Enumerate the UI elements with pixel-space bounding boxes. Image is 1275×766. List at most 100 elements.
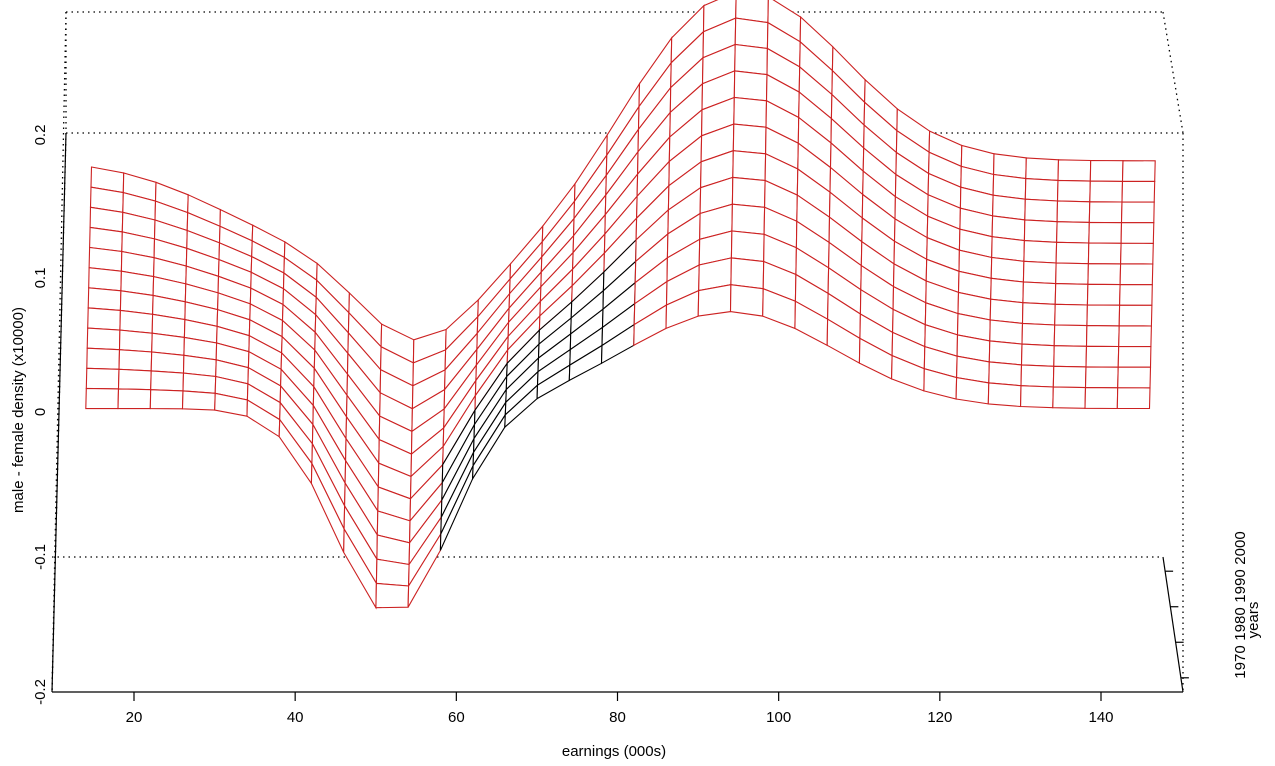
- mesh-cell-14-1973: [86, 347, 121, 370]
- mesh-cell-94-1973: [730, 230, 765, 263]
- mesh-cell-22-1967: [149, 389, 184, 410]
- mesh-cell-134-1982: [1054, 283, 1089, 306]
- x-tick-label-40: 40: [287, 709, 304, 726]
- mesh-cell-94-1988: [733, 96, 768, 128]
- mesh-cell-18-1970: [117, 368, 152, 391]
- mesh-cell-22-1970: [150, 370, 185, 392]
- mesh-cell-126-1973: [988, 340, 1023, 366]
- mesh-cell-138-1982: [1086, 283, 1121, 306]
- mesh-cell-134-2000: [1057, 159, 1092, 182]
- mesh-cell-94-1985: [732, 123, 767, 155]
- mesh-cell-90-1967: [697, 284, 732, 317]
- mesh-cell-130-1976: [1021, 322, 1056, 347]
- z-tick-label-1980: 1980: [1232, 607, 1249, 640]
- mesh-cell-134-1985: [1055, 262, 1089, 285]
- mesh-cell-130-1991: [1023, 219, 1058, 243]
- mesh-cell-14-1976: [86, 327, 121, 351]
- mesh-cell-126-1976: [989, 319, 1024, 345]
- mesh-cell-18-1979: [119, 309, 154, 334]
- mesh-cell-14-1970: [85, 367, 120, 390]
- mesh-cell-134-1970: [1052, 365, 1087, 389]
- mesh-cell-130-2000: [1025, 157, 1060, 181]
- x-axis-title: earnings (000s): [562, 743, 666, 760]
- mesh-cell-134-1967: [1052, 386, 1087, 409]
- mesh-cell-142-1970: [1117, 366, 1152, 389]
- mesh-cell-22-1973: [150, 351, 185, 374]
- mesh-cell-138-1979: [1086, 304, 1121, 327]
- mesh-cell-50-1967: [375, 582, 410, 609]
- x-tick-label-80: 80: [609, 709, 626, 726]
- x-tick-label-120: 120: [927, 709, 952, 726]
- y-tick-label-0: 0: [32, 408, 49, 416]
- mesh-cell-142-1991: [1120, 222, 1155, 244]
- mesh-cell-138-1997: [1089, 180, 1124, 203]
- mesh-cell-134-1991: [1056, 221, 1090, 244]
- mesh-cell-138-1976: [1085, 325, 1120, 348]
- mesh-cell-138-2000: [1089, 159, 1124, 182]
- mesh-cell-122-1967: [955, 376, 990, 405]
- mesh-cell-142-1994: [1120, 201, 1155, 224]
- mesh-cell-134-1988: [1055, 241, 1090, 265]
- axes: 20 40 60 80 100 120 140 -0.2 -0.1 0 0.1 0.2 1970 1980…: [32, 125, 1249, 726]
- mesh-cell-26-1967: [181, 390, 216, 411]
- mesh-cell-50-1970: [375, 558, 410, 587]
- mesh-cell-130-1997: [1024, 178, 1059, 202]
- frame-right-depth: [1162, 11, 1184, 134]
- mesh-cell-130-1985: [1022, 260, 1057, 285]
- mesh-cell-94-1991: [733, 70, 768, 102]
- mesh-cell-130-1970: [1020, 364, 1055, 388]
- y-axis-title: male - female density (x10000): [10, 307, 27, 513]
- mesh-cell-14-1979: [87, 307, 121, 331]
- mesh-cell-138-1985: [1087, 263, 1122, 286]
- mesh-cell-138-1973: [1085, 345, 1120, 368]
- mesh-cell-138-1967: [1084, 387, 1119, 410]
- mesh-cell-130-1994: [1024, 198, 1059, 223]
- mesh-cell-142-1985: [1119, 263, 1154, 286]
- mesh-cell-126-1979: [989, 298, 1024, 325]
- mesh-cell-126-1982: [990, 277, 1024, 304]
- z-axis-line: [1162, 556, 1184, 693]
- mesh-cell-94-1967: [729, 284, 764, 317]
- mesh-cell-138-1991: [1088, 221, 1123, 244]
- mesh-cell-94-1994: [734, 43, 768, 76]
- mesh-cell-142-1967: [1116, 387, 1151, 410]
- mesh-cell-142-2000: [1121, 160, 1156, 182]
- surface-mesh: [85, 0, 1156, 610]
- mesh-cell-14-1988: [88, 246, 123, 272]
- x-tick-label-20: 20: [126, 709, 143, 726]
- mesh-cell-138-1988: [1087, 242, 1122, 265]
- mesh-cell-94-1979: [731, 176, 766, 208]
- mesh-cell-142-1976: [1118, 325, 1152, 348]
- mesh-cell-134-1976: [1053, 324, 1088, 347]
- mesh-cell-130-1988: [1023, 240, 1058, 264]
- mesh-cell-134-1973: [1053, 345, 1088, 368]
- mesh-cell-142-1979: [1118, 304, 1153, 327]
- mesh-cell-126-1967: [987, 382, 1022, 408]
- mesh-cell-94-1970: [730, 257, 765, 290]
- mesh-cell-130-1979: [1021, 302, 1056, 326]
- mesh-cell-138-1994: [1088, 201, 1123, 224]
- mesh-cell-18-1967: [117, 388, 152, 410]
- mesh-cell-94-1997: [734, 17, 769, 50]
- y-tick-label-0-1: 0.1: [32, 268, 49, 289]
- z-axis-title: years: [1245, 602, 1262, 639]
- mesh-cell-142-1988: [1120, 242, 1154, 265]
- mesh-cell-26-1970: [182, 372, 217, 394]
- mesh-cell-130-1973: [1020, 343, 1055, 367]
- mesh-cell-94-1982: [732, 150, 767, 182]
- x-tick-label-100: 100: [766, 709, 791, 726]
- mesh-cell-134-1997: [1056, 179, 1091, 203]
- x-tick-label-140: 140: [1088, 709, 1113, 726]
- mesh-cell-14-1967: [85, 387, 120, 410]
- mesh-cell-134-1979: [1054, 303, 1088, 327]
- mesh-cell-142-1997: [1121, 180, 1156, 203]
- z-tick-label-1990: 1990: [1232, 569, 1249, 602]
- y-tick-label-0-2: 0.2: [32, 125, 49, 146]
- mesh-cell-14-1985: [88, 267, 122, 292]
- mesh-cell-134-1994: [1056, 200, 1091, 223]
- mesh-cell-130-1967: [1020, 385, 1054, 409]
- y-tick-label--0-2: -0.2: [32, 679, 49, 705]
- mesh-cell-18-1976: [118, 329, 153, 353]
- mesh-cell-138-1970: [1084, 366, 1119, 389]
